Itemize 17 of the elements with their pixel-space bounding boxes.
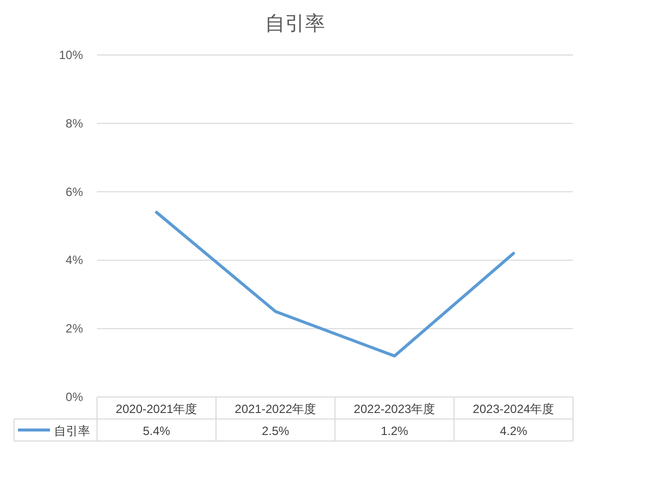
- y-tick-label: 6%: [66, 184, 84, 199]
- data-label: 1.2%: [380, 424, 408, 438]
- legend-label: 自引率: [54, 424, 90, 438]
- y-tick-label: 4%: [66, 253, 84, 268]
- data-label: 5.4%: [142, 424, 170, 438]
- data-label: 2.5%: [262, 424, 290, 438]
- y-tick-label: 10%: [58, 48, 84, 62]
- chart-title: 自引率: [265, 13, 325, 35]
- y-tick-label: 0%: [66, 390, 84, 404]
- data-label: 4.2%: [500, 424, 528, 438]
- x-tick-label: 2021-2022年度: [234, 402, 316, 416]
- x-tick-label: 2020-2021年度: [116, 402, 198, 416]
- x-tick-label: 2023-2024年度: [472, 402, 554, 416]
- y-tick-label: 2%: [66, 322, 84, 336]
- y-tick-label: 8%: [66, 116, 84, 130]
- line-series: [155, 210, 515, 358]
- x-tick-label: 2022-2023年度: [354, 402, 436, 416]
